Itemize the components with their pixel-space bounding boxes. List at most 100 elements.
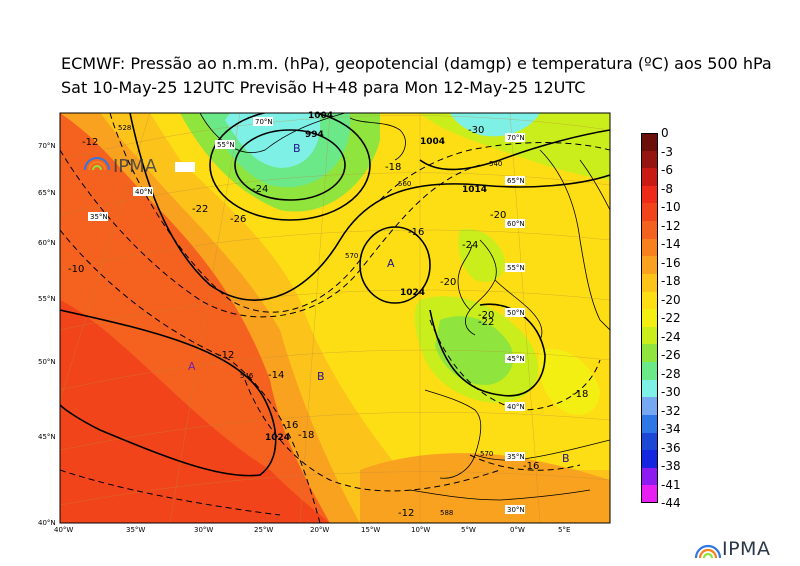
temperature-label: -12	[218, 350, 234, 361]
svg-text:50°N: 50°N	[507, 309, 525, 317]
svg-text:5°W: 5°W	[461, 526, 476, 534]
colorbar-label: 0	[661, 126, 669, 140]
svg-text:15°W: 15°W	[361, 526, 380, 534]
geopotential-label: 546	[240, 372, 254, 380]
coastlines	[199, 113, 610, 501]
svg-text:60°N: 60°N	[38, 239, 56, 247]
svg-text:IPMA: IPMA	[113, 156, 158, 177]
svg-text:40°N: 40°N	[135, 188, 153, 196]
svg-text:50°N: 50°N	[38, 358, 56, 366]
isobar-label: 1024	[265, 433, 290, 443]
temperature-label: -16	[408, 227, 424, 238]
colorbar-label: -38	[661, 459, 681, 473]
colorbar-label: -24	[661, 329, 681, 344]
svg-text:55°N: 55°N	[38, 295, 56, 303]
svg-text:55°N: 55°N	[217, 141, 235, 149]
colorbar-swatch	[641, 379, 658, 398]
colorbar-label: -32	[661, 403, 681, 418]
colorbar-swatch	[641, 326, 658, 345]
colorbar-label: -22	[661, 311, 681, 325]
map-frame	[59, 112, 611, 524]
colorbar-swatch	[641, 168, 658, 187]
ipma-logo-icon	[694, 544, 722, 559]
svg-text:70°N: 70°N	[38, 142, 56, 150]
svg-text:0°W: 0°W	[510, 526, 525, 534]
temperature-label: -16	[523, 461, 539, 472]
colorbar-swatch	[641, 256, 658, 275]
svg-text:30°N: 30°N	[507, 506, 525, 514]
temperature-label: -12	[82, 137, 98, 148]
svg-text:45°N: 45°N	[507, 355, 525, 363]
colorbar-label: -3	[661, 144, 673, 159]
colorbar-label: -30	[661, 385, 681, 399]
colorbar-swatch	[641, 362, 658, 381]
temperature-label: -30	[468, 125, 484, 136]
colorbar-swatch	[641, 221, 658, 240]
latitude-axis: 70°N 65°N 60°N 55°N 50°N 45°N 40°N	[38, 142, 56, 527]
svg-text:40°N: 40°N	[507, 403, 525, 411]
colorbar-label: -14	[661, 237, 681, 251]
colorbar-swatch	[641, 344, 658, 363]
temperature-label: -16	[282, 420, 298, 431]
colorbar-label: -12	[661, 218, 681, 233]
colorbar-label: -18	[661, 274, 681, 288]
isobar-label: 1024	[400, 288, 425, 298]
pressure-centers: B A A B B	[188, 142, 570, 465]
colorbar-swatch	[641, 185, 658, 204]
colorbar-label: -34	[661, 422, 681, 436]
colorbar-label: -16	[661, 255, 681, 270]
isobar-label: 1004	[420, 137, 445, 147]
colorbar-swatch	[641, 432, 658, 451]
temperature-label: -20	[490, 210, 506, 221]
svg-text:60°N: 60°N	[507, 220, 525, 228]
temperature-label: -14	[268, 370, 284, 381]
high-pressure-center: A	[387, 257, 395, 270]
geopotential-label: 528	[118, 124, 131, 132]
colorbar-label: -10	[661, 200, 681, 214]
longitude-axis: 40°W 35°W 30°W 25°W 20°W 15°W 10°W 5°W 0…	[54, 526, 570, 534]
geopotential-label: 560	[398, 180, 411, 188]
colorbar-label: -36	[661, 440, 681, 455]
svg-text:5°E: 5°E	[558, 526, 570, 534]
svg-text:25°W: 25°W	[254, 526, 273, 534]
contour-labels: 994 1004 1004 1014 1024 1024 560 570 540…	[68, 111, 588, 519]
colorbar-label: -20	[661, 292, 681, 307]
temperature-label: -24	[462, 240, 478, 251]
svg-text:45°N: 45°N	[38, 433, 56, 441]
ipma-map-logo: IPMA	[84, 156, 158, 177]
colorbar-swatch	[641, 203, 658, 222]
isobar-label: 1014	[462, 185, 487, 195]
colorbar-swatch	[641, 450, 658, 469]
temperature-label: -18	[572, 389, 588, 400]
svg-text:70°N: 70°N	[255, 118, 273, 126]
svg-text:65°N: 65°N	[507, 177, 525, 185]
temperature-label: -26	[230, 214, 246, 225]
chart-title-line2: Sat 10-May-25 12UTC Previsão H+48 para M…	[61, 78, 586, 97]
geopotential-label: 570	[480, 450, 493, 458]
temperature-label: -20	[440, 277, 456, 288]
svg-text:55°N: 55°N	[507, 264, 525, 272]
svg-text:20°W: 20°W	[310, 526, 329, 534]
colorbar-label: -41	[661, 477, 681, 492]
svg-text:35°W: 35°W	[126, 526, 145, 534]
temperature-label: -12	[398, 508, 414, 519]
temperature-label: -10	[68, 264, 84, 275]
svg-text:35°N: 35°N	[90, 213, 108, 221]
colorbar-swatch	[641, 309, 658, 328]
colorbar-swatch	[641, 133, 658, 152]
low-pressure-center: B	[293, 142, 301, 155]
colorbar-label: -8	[661, 181, 673, 196]
isobar-label: 1004	[308, 111, 333, 121]
isobar-label: 994	[305, 130, 324, 140]
colorbar-swatch	[641, 150, 658, 169]
temperature-label: -20	[478, 310, 494, 321]
colorbar-label: -26	[661, 348, 681, 362]
colorbar-swatch	[641, 485, 658, 504]
low-pressure-center: B	[562, 452, 570, 465]
geopotential-label: 570	[345, 252, 358, 260]
inner-lat-labels: 70°N 70°N 65°N 65°N 55°N 60°N 55°N 50°N …	[88, 117, 525, 514]
svg-text:40°N: 40°N	[38, 519, 56, 527]
temperature-label: -22	[478, 317, 494, 328]
graticule	[60, 113, 610, 523]
